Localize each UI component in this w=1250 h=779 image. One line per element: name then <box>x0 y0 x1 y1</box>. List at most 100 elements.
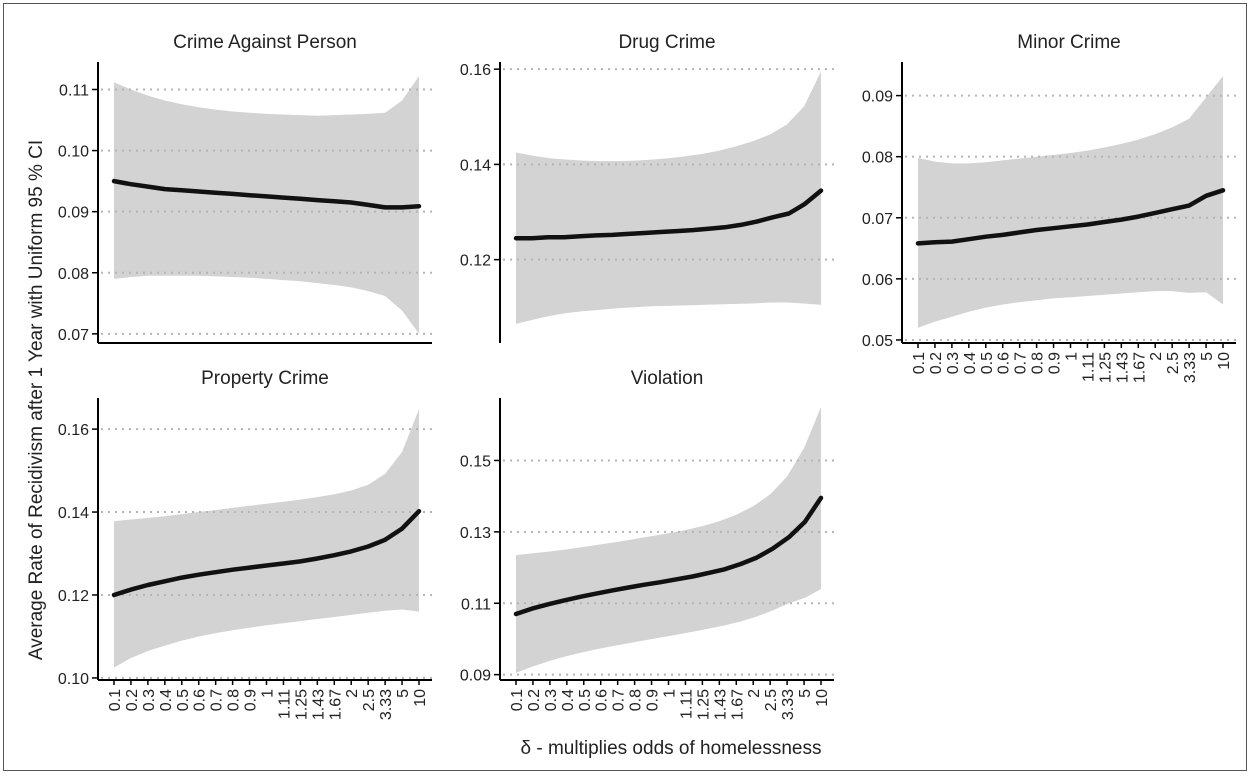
x-tick-label: 0.7 <box>611 689 628 711</box>
series-line <box>915 188 1226 246</box>
panel-4: 0.10 0.12 0.14 0.16 0.1 0.2 0.3 0.4 0.5 0.6 0.7 0.8… <box>58 368 432 720</box>
x-tick-label: 1.11 <box>1080 352 1097 382</box>
y-tick-label: 0.05 <box>862 333 893 350</box>
y-tick-label: 0.10 <box>58 144 89 161</box>
panel-title: Crime Against Person <box>173 32 357 53</box>
series-line <box>111 178 422 210</box>
y-tick-label: 0.13 <box>460 525 491 542</box>
x-tick-label: 0.2 <box>928 352 945 374</box>
panel-title: Minor Crime <box>1017 32 1120 53</box>
x-tick-label: 0.4 <box>560 689 577 711</box>
x-tick-label: 0.6 <box>594 689 611 711</box>
x-tick-label: 0.4 <box>962 352 979 374</box>
x-tick-label: 1.25 <box>695 689 712 720</box>
x-tick-label: 0.1 <box>107 689 124 711</box>
ci-band <box>114 409 419 668</box>
x-tick-label: 0.8 <box>226 689 243 711</box>
y-tick-label: 0.14 <box>460 157 491 174</box>
x-tick-label: 1 <box>1064 352 1081 361</box>
y-tick-label: 0.16 <box>58 422 89 439</box>
x-tick-label: 0.2 <box>526 689 543 711</box>
panel-2: 0.12 0.14 0.16 Drug Crime <box>460 32 834 343</box>
y-tick-label: 0.12 <box>58 588 89 605</box>
y-tick-label: 0.09 <box>58 205 89 222</box>
y-tick-label: 0.07 <box>58 327 89 344</box>
x-tick-label: 1.67 <box>729 689 746 720</box>
ci-band <box>516 406 821 673</box>
x-tick-label: 0.6 <box>996 352 1013 374</box>
x-tick-label: 1.43 <box>310 689 327 720</box>
x-tick-label: 2 <box>344 689 361 698</box>
x-tick-label: 2 <box>1148 352 1165 361</box>
y-tick-label: 0.16 <box>460 62 491 79</box>
x-tick-label: 0.5 <box>979 352 996 374</box>
series-line <box>111 508 422 598</box>
x-tick-label: 2.5 <box>1165 352 1182 374</box>
x-tick-label: 0.4 <box>158 689 175 711</box>
x-tick-label: 1 <box>260 689 277 698</box>
x-tick-label: 0.8 <box>1030 352 1047 374</box>
x-axis-title: δ - multiplies odds of homelessness <box>521 738 822 759</box>
x-tick-label: 1.67 <box>327 689 344 720</box>
x-tick-label: 1.11 <box>276 689 293 719</box>
x-tick-label: 1.25 <box>293 689 310 720</box>
panel-title: Violation <box>631 368 704 389</box>
x-tick-label: 0.3 <box>945 352 962 374</box>
series-line <box>513 495 824 617</box>
x-tick-label: 0.1 <box>509 689 526 711</box>
x-tick-label: 3.33 <box>1182 352 1199 383</box>
x-tick-label: 0.9 <box>243 689 260 711</box>
panel-title: Property Crime <box>201 368 329 389</box>
x-tick-label: 0.7 <box>209 689 226 711</box>
x-tick-label: 1.43 <box>1114 352 1131 383</box>
panel-5: 0.09 0.11 0.13 0.15 0.1 0.2 0.3 0.4 0.5 0.6 0.7 0.8… <box>460 368 834 720</box>
x-tick-label: 5 <box>395 689 412 698</box>
y-tick-label: 0.06 <box>862 272 893 289</box>
x-tick-label: 0.7 <box>1013 352 1030 374</box>
x-tick-label: 1.43 <box>712 689 729 720</box>
x-tick-label: 10 <box>1216 352 1233 370</box>
x-tick-label: 5 <box>797 689 814 698</box>
x-tick-label: 0.3 <box>543 689 560 711</box>
x-tick-label: 0.9 <box>645 689 662 711</box>
x-tick-label: 10 <box>412 689 429 707</box>
x-tick-label: 0.9 <box>1047 352 1064 374</box>
x-tick-label: 0.3 <box>141 689 158 711</box>
panel-3: 0.050.060.070.080.090.1 0.2 0.3 0.4 0.5 0.6 0.… <box>862 32 1236 383</box>
panel-title: Drug Crime <box>618 32 715 53</box>
y-tick-label: 0.07 <box>862 211 893 228</box>
x-tick-label: 0.2 <box>124 689 141 711</box>
x-tick-label: 1 <box>662 689 679 698</box>
y-tick-label: 0.09 <box>460 668 491 685</box>
x-tick-label: 0.1 <box>911 352 928 374</box>
y-tick-label: 0.15 <box>460 453 491 470</box>
y-tick-label: 0.11 <box>461 596 491 613</box>
x-tick-label: 10 <box>814 689 831 707</box>
x-tick-label: 2 <box>746 689 763 698</box>
x-tick-label: 3.33 <box>780 689 797 720</box>
panel-1: 0.07 0.08 0.09 0.10 0.11 Crime Against Person <box>58 32 432 344</box>
x-tick-label: 5 <box>1199 352 1216 361</box>
x-tick-label: 3.33 <box>378 689 395 720</box>
y-tick-label: 0.08 <box>58 266 89 283</box>
ci-band <box>918 76 1223 328</box>
x-tick-label: 2.5 <box>763 689 780 711</box>
x-tick-label: 0.6 <box>192 689 209 711</box>
x-tick-label: 0.5 <box>175 689 192 711</box>
y-tick-label: 0.12 <box>460 253 491 270</box>
y-tick-label: 0.09 <box>862 89 893 106</box>
x-tick-label: 0.5 <box>577 689 594 711</box>
y-tick-label: 0.14 <box>58 505 89 522</box>
x-tick-label: 0.8 <box>628 689 645 711</box>
y-tick-label: 0.10 <box>58 671 89 688</box>
x-tick-label: 1.67 <box>1131 352 1148 383</box>
y-tick-label: 0.08 <box>862 150 893 167</box>
y-tick-label: 0.11 <box>59 82 89 99</box>
x-tick-label: 1.25 <box>1097 352 1114 383</box>
x-tick-label: 1.11 <box>678 689 695 719</box>
ci-band <box>516 71 821 324</box>
y-axis-title: Average Rate of Recidivism after 1 Year … <box>26 140 47 660</box>
series-line <box>513 188 824 241</box>
